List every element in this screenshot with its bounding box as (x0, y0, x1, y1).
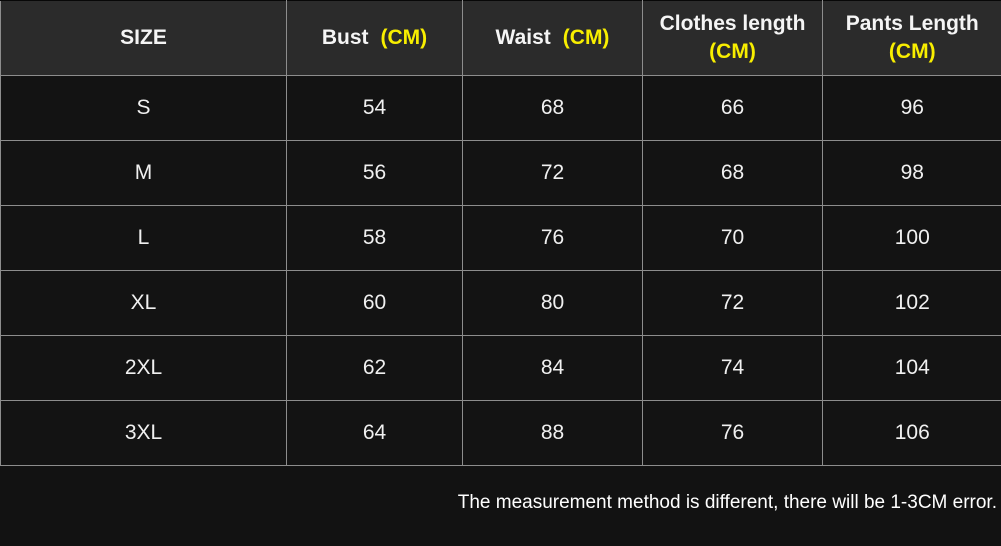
pants-length-cell: 98 (822, 140, 1001, 206)
table-row-m: M 56 72 68 98 (0, 140, 1001, 206)
waist-cell: 88 (462, 400, 643, 466)
column-header-waist: Waist (CM) (462, 0, 643, 76)
table-row-s: S 54 68 66 96 (0, 75, 1001, 141)
size-chart-table: SIZE Bust (CM) Waist (CM) Clothes length (C… (0, 0, 1001, 466)
column-label: SIZE (120, 26, 167, 49)
size-cell: XL (0, 270, 287, 336)
table-row-xl: XL 60 80 72 102 (0, 270, 1001, 336)
column-header-clothes-length: Clothes length (CM) (642, 0, 823, 76)
clothes-length-cell: 70 (642, 205, 823, 271)
footer-area: The measurement method is different, the… (0, 466, 1001, 540)
pants-length-cell: 106 (822, 400, 1001, 466)
table-header: SIZE Bust (CM) Waist (CM) Clothes length (C… (0, 0, 1001, 76)
column-unit: (CM) (709, 40, 756, 63)
table-row-3xl: 3XL 64 88 76 106 (0, 400, 1001, 466)
size-cell: L (0, 205, 287, 271)
size-cell: M (0, 140, 287, 206)
bust-cell: 54 (286, 75, 463, 141)
pants-length-cell: 100 (822, 205, 1001, 271)
header-row: SIZE Bust (CM) Waist (CM) Clothes length (C… (0, 0, 1001, 76)
bust-cell: 58 (286, 205, 463, 271)
column-label: Pants Length (845, 12, 979, 35)
column-unit: (CM) (380, 26, 428, 49)
clothes-length-cell: 76 (642, 400, 823, 466)
clothes-length-cell: 66 (642, 75, 823, 141)
column-label: Waist (495, 26, 551, 49)
clothes-length-cell: 74 (642, 335, 823, 401)
clothes-length-cell: 68 (642, 140, 823, 206)
waist-cell: 72 (462, 140, 643, 206)
column-unit: (CM) (562, 26, 610, 49)
pants-length-cell: 102 (822, 270, 1001, 336)
column-label: Clothes length (659, 12, 806, 35)
pants-length-cell: 96 (822, 75, 1001, 141)
clothes-length-cell: 72 (642, 270, 823, 336)
column-header-bust: Bust (CM) (286, 0, 463, 76)
column-header-size: SIZE (0, 0, 287, 76)
waist-cell: 84 (462, 335, 643, 401)
waist-cell: 68 (462, 75, 643, 141)
bust-cell: 56 (286, 140, 463, 206)
size-cell: S (0, 75, 287, 141)
waist-cell: 76 (462, 205, 643, 271)
size-cell: 2XL (0, 335, 287, 401)
measurement-note: The measurement method is different, the… (457, 492, 997, 513)
column-header-pants-length: Pants Length (CM) (822, 0, 1001, 76)
table-row-l: L 58 76 70 100 (0, 205, 1001, 271)
size-cell: 3XL (0, 400, 287, 466)
table-row-2xl: 2XL 62 84 74 104 (0, 335, 1001, 401)
column-unit: (CM) (888, 40, 936, 63)
bust-cell: 60 (286, 270, 463, 336)
bust-cell: 62 (286, 335, 463, 401)
pants-length-cell: 104 (822, 335, 1001, 401)
waist-cell: 80 (462, 270, 643, 336)
column-label: Bust (321, 26, 369, 49)
table-body: S 54 68 66 96 M 56 72 68 98 L 58 76 70 1… (0, 75, 1001, 466)
bust-cell: 64 (286, 400, 463, 466)
